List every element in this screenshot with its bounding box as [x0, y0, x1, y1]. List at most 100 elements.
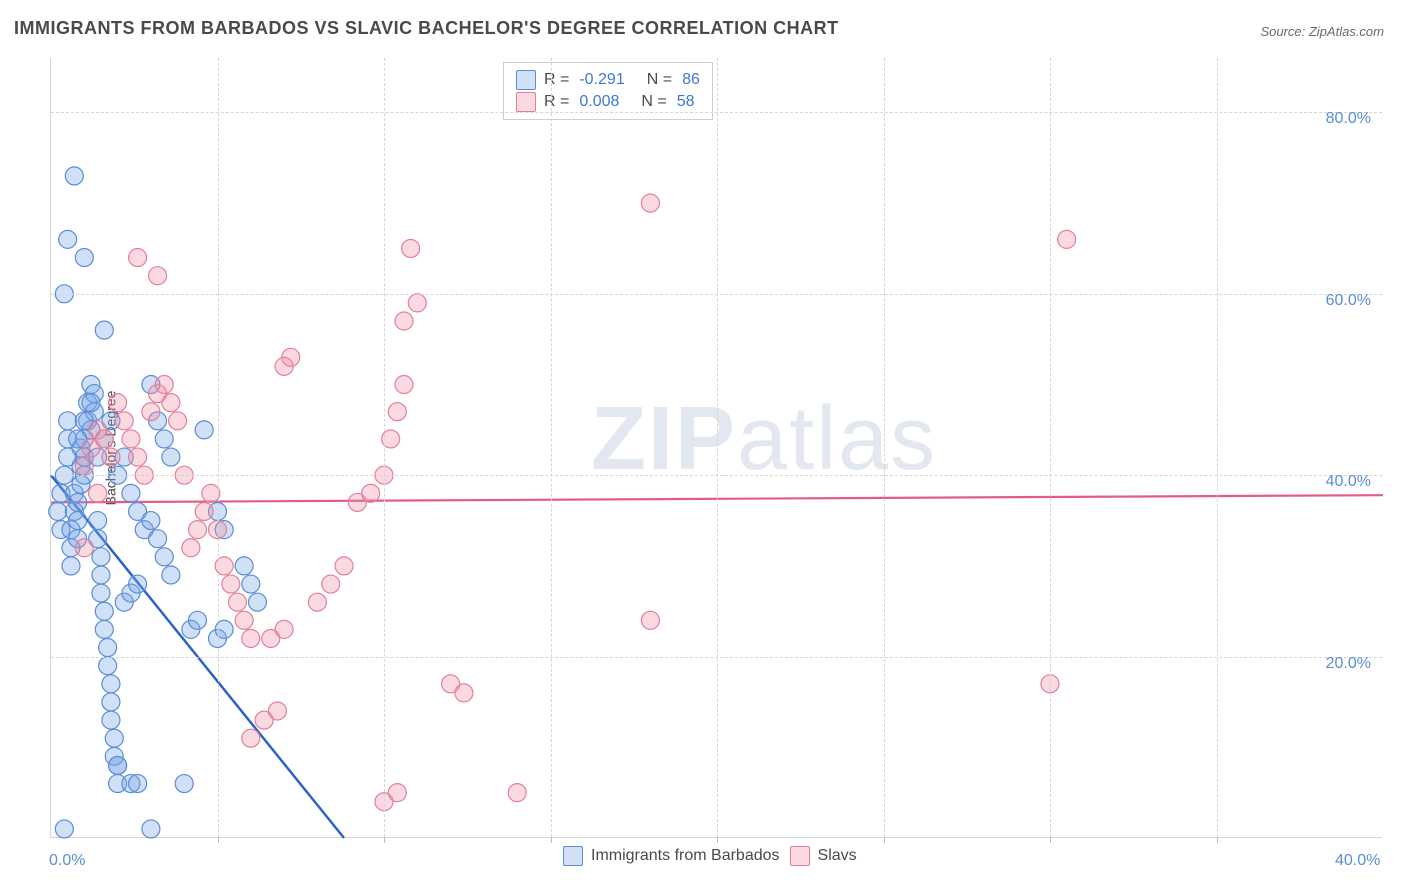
data-point-barbados	[162, 448, 180, 466]
x-minor-tick	[384, 837, 385, 843]
data-point-slavs	[242, 629, 260, 647]
data-point-barbados	[92, 584, 110, 602]
data-point-barbados	[155, 548, 173, 566]
data-point-slavs	[195, 502, 213, 520]
data-point-slavs	[155, 376, 173, 394]
series-legend: Immigrants from Barbados Slavs	[563, 846, 857, 866]
legend-r-label: R =	[544, 91, 569, 113]
data-point-barbados	[109, 756, 127, 774]
legend-n-value: 86	[682, 69, 700, 91]
data-point-slavs	[268, 702, 286, 720]
data-point-slavs	[388, 403, 406, 421]
data-point-barbados	[55, 820, 73, 838]
data-point-barbados	[99, 639, 117, 657]
data-point-slavs	[275, 620, 293, 638]
legend-n-label: N =	[641, 91, 666, 113]
data-point-slavs	[275, 357, 293, 375]
x-minor-tick	[218, 837, 219, 843]
series-legend-swatch-barbados	[563, 846, 583, 866]
legend-row-barbados: R =-0.291N =86	[516, 69, 700, 91]
data-point-barbados	[69, 493, 87, 511]
data-point-barbados	[155, 430, 173, 448]
data-point-slavs	[362, 484, 380, 502]
data-point-slavs	[129, 249, 147, 267]
chart-title: IMMIGRANTS FROM BARBADOS VS SLAVIC BACHE…	[14, 18, 839, 39]
series-legend-item-slavs: Slavs	[790, 846, 857, 866]
data-point-slavs	[149, 267, 167, 285]
legend-r-value: 0.008	[579, 91, 619, 113]
data-point-slavs	[455, 684, 473, 702]
data-point-barbados	[129, 575, 147, 593]
gridline-vertical	[551, 58, 552, 837]
series-legend-label: Immigrants from Barbados	[591, 847, 780, 865]
data-point-barbados	[95, 620, 113, 638]
data-point-barbados	[82, 394, 100, 412]
data-point-slavs	[169, 412, 187, 430]
gridline-vertical	[884, 58, 885, 837]
data-point-slavs	[388, 784, 406, 802]
data-point-slavs	[162, 394, 180, 412]
data-point-barbados	[248, 593, 266, 611]
data-point-slavs	[75, 457, 93, 475]
data-point-barbados	[235, 557, 253, 575]
data-point-barbados	[95, 602, 113, 620]
data-point-slavs	[189, 521, 207, 539]
data-point-slavs	[395, 312, 413, 330]
series-legend-label: Slavs	[818, 847, 857, 865]
data-point-barbados	[175, 775, 193, 793]
data-point-slavs	[102, 448, 120, 466]
data-point-barbados	[142, 512, 160, 530]
source-attribution: Source: ZipAtlas.com	[1260, 24, 1384, 39]
x-minor-tick	[1217, 837, 1218, 843]
gridline-vertical	[1217, 58, 1218, 837]
data-point-slavs	[182, 539, 200, 557]
data-point-barbados	[122, 484, 140, 502]
data-point-barbados	[129, 775, 147, 793]
data-point-barbados	[75, 249, 93, 267]
data-point-slavs	[122, 430, 140, 448]
legend-swatch-barbados	[516, 70, 536, 90]
data-point-slavs	[142, 403, 160, 421]
data-point-slavs	[222, 575, 240, 593]
gridline-vertical	[1050, 58, 1051, 837]
data-point-slavs	[1058, 230, 1076, 248]
legend-row-slavs: R = 0.008 N = 58	[516, 91, 700, 113]
data-point-barbados	[102, 711, 120, 729]
data-point-slavs	[75, 539, 93, 557]
data-point-barbados	[49, 502, 67, 520]
data-point-barbados	[62, 557, 80, 575]
data-point-slavs	[395, 376, 413, 394]
data-point-slavs	[95, 430, 113, 448]
y-tick-label: 20.0%	[1311, 655, 1371, 673]
data-point-slavs	[109, 394, 127, 412]
plot-area: Bachelor's Degree ZIPatlas R =-0.291N =8…	[50, 58, 1382, 838]
data-point-barbados	[149, 530, 167, 548]
x-minor-tick	[717, 837, 718, 843]
data-point-barbados	[102, 693, 120, 711]
data-point-slavs	[235, 611, 253, 629]
x-tick-label: 40.0%	[1335, 852, 1380, 870]
data-point-barbados	[89, 512, 107, 530]
gridline-vertical	[218, 58, 219, 837]
data-point-barbados	[142, 820, 160, 838]
data-point-slavs	[89, 484, 107, 502]
data-point-slavs	[508, 784, 526, 802]
data-point-slavs	[322, 575, 340, 593]
data-point-barbados	[99, 657, 117, 675]
legend-r-label: R =	[544, 69, 569, 91]
data-point-barbados	[242, 575, 260, 593]
data-point-slavs	[242, 729, 260, 747]
data-point-slavs	[402, 239, 420, 257]
data-point-slavs	[115, 412, 133, 430]
data-point-slavs	[308, 593, 326, 611]
data-point-slavs	[335, 557, 353, 575]
data-point-barbados	[102, 675, 120, 693]
legend-swatch-slavs	[516, 92, 536, 112]
data-point-slavs	[228, 593, 246, 611]
data-point-barbados	[189, 611, 207, 629]
data-point-barbados	[59, 230, 77, 248]
data-point-barbados	[92, 566, 110, 584]
legend-n-value: 58	[677, 91, 695, 113]
data-point-barbados	[92, 548, 110, 566]
data-point-barbados	[162, 566, 180, 584]
